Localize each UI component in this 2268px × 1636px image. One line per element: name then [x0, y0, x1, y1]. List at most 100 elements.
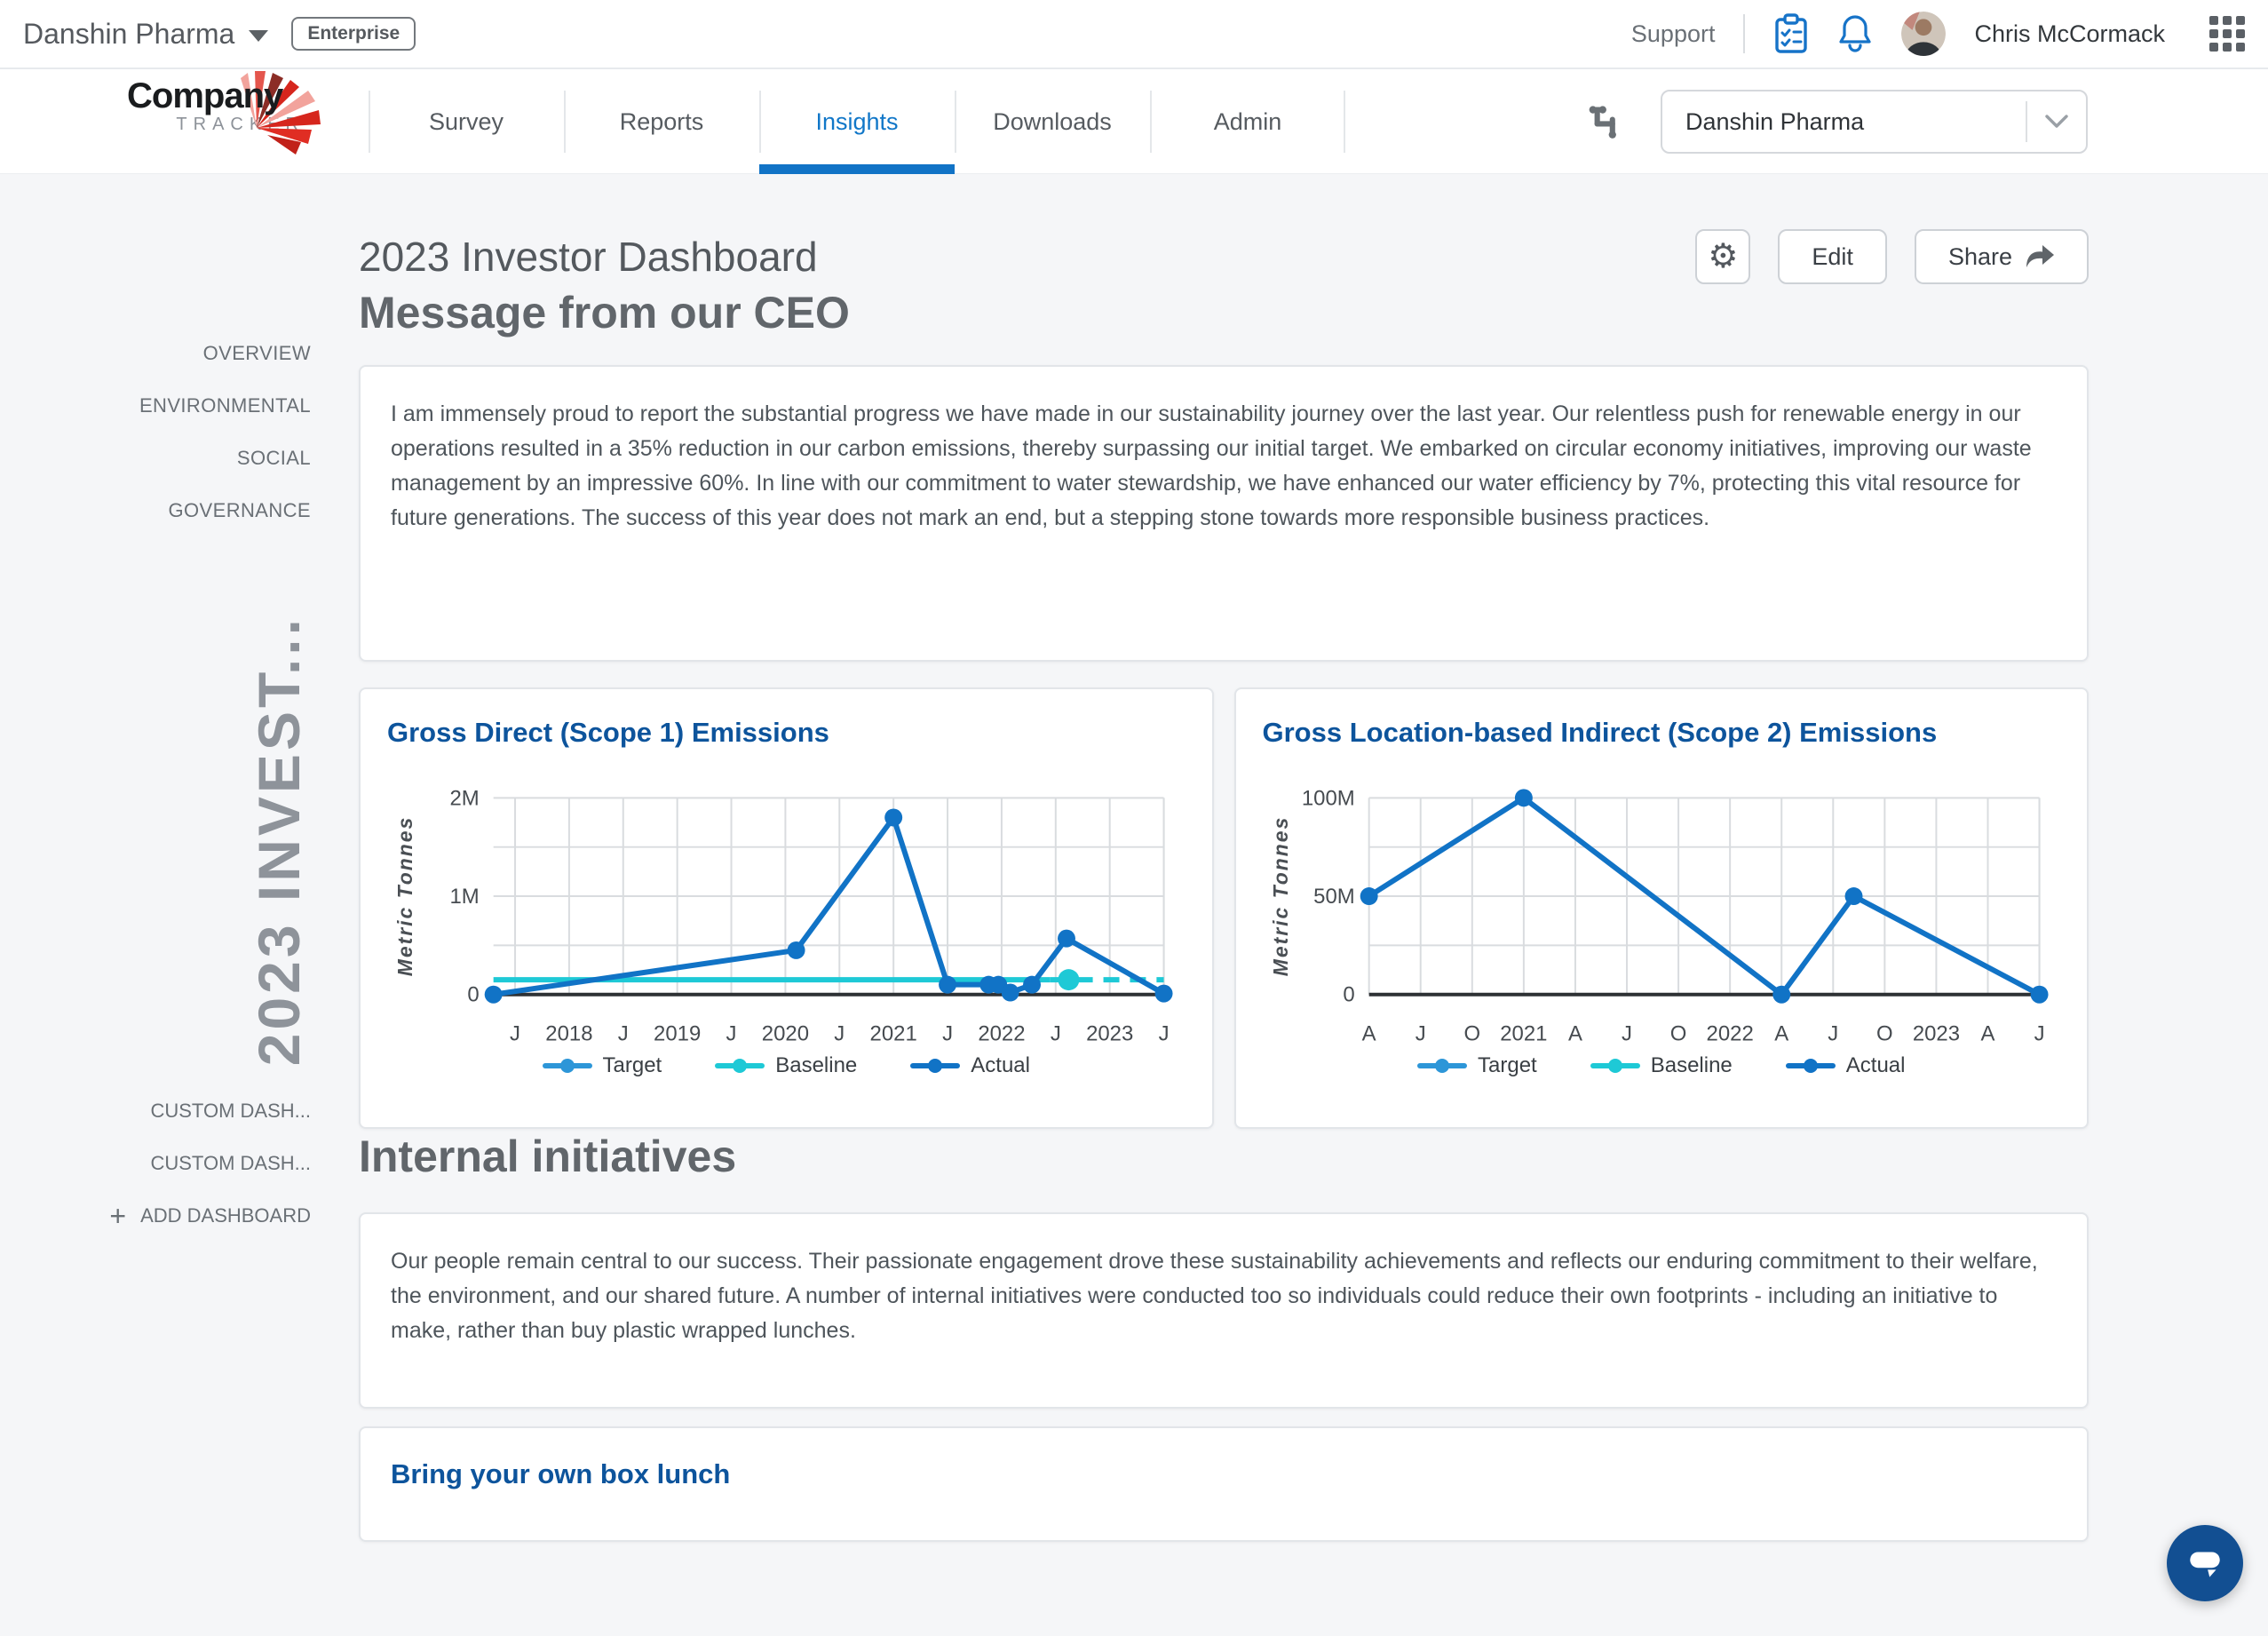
page-title: 2023 Investor Dashboard: [359, 234, 818, 280]
svg-text:2023: 2023: [1912, 1022, 1959, 1046]
initiatives-section-heading: Internal initiatives: [359, 1132, 737, 1181]
svg-text:O: O: [1876, 1022, 1893, 1046]
legend-item-target[interactable]: Target: [542, 1053, 662, 1078]
scope1-chart-card: Gross Direct (Scope 1) Emissions 0 1M 2M J 2…: [359, 687, 1214, 1129]
avatar-photo: [1901, 12, 1947, 56]
svg-text:J: J: [1828, 1022, 1838, 1046]
tab-insights-label: Insights: [815, 107, 899, 135]
legend-label-target: Target: [602, 1053, 662, 1077]
company-switcher-label: Danshin Pharma: [23, 17, 235, 50]
svg-text:A: A: [1567, 1022, 1582, 1046]
box-lunch-title: Bring your own box lunch: [391, 1458, 731, 1489]
svg-text:2018: 2018: [545, 1022, 592, 1046]
svg-text:J: J: [834, 1022, 845, 1046]
svg-text:2020: 2020: [762, 1022, 809, 1046]
svg-text:J: J: [726, 1022, 737, 1046]
top-bar-left: Danshin Pharma Enterprise: [23, 17, 416, 51]
legend-item-actual[interactable]: Actual: [1785, 1053, 1906, 1078]
tab-admin-label: Admin: [1213, 107, 1282, 135]
svg-text:50M: 50M: [1313, 885, 1355, 909]
ceo-message-card: I am immensely proud to report the subst…: [359, 365, 2089, 662]
svg-text:100M: 100M: [1301, 786, 1354, 810]
add-dashboard-button[interactable]: + ADD DASHBOARD: [0, 1195, 311, 1236]
edit-button[interactable]: Edit: [1778, 229, 1887, 284]
legend-label-target: Target: [1478, 1053, 1537, 1077]
chat-launcher-button[interactable]: [2167, 1525, 2243, 1601]
tasks-clipboard-button[interactable]: [1773, 13, 1809, 54]
scope2-chart-title: Gross Location-based Indirect (Scope 2) …: [1262, 717, 1938, 748]
hierarchy-icon[interactable]: [1584, 102, 1623, 141]
legend-item-baseline[interactable]: Baseline: [1590, 1053, 1733, 1078]
apps-grid-icon: [2209, 16, 2245, 52]
chevron-down-icon: [2027, 115, 2086, 129]
current-dashboard-vertical-label[interactable]: 2023 INVEST...: [245, 533, 320, 1066]
sidebar-item-overview[interactable]: OVERVIEW: [202, 342, 311, 364]
share-button[interactable]: Share: [1914, 229, 2089, 284]
scope1-chart: 0 1M 2M J 2018 J 2019 J 2020 J 2021 J 2022 J 2023 J Metr…: [393, 786, 1173, 1046]
nav-bar: Company TRACKER Survey Reports Insights …: [0, 69, 2268, 174]
add-dashboard-label: ADD DASHBOARD: [140, 1204, 311, 1227]
nav-tabs: Survey Reports Insights Downloads Admin: [369, 69, 1345, 174]
svg-text:J: J: [618, 1022, 629, 1046]
legend-label-actual: Actual: [971, 1053, 1030, 1077]
tab-insights[interactable]: Insights: [759, 69, 955, 174]
svg-text:J: J: [1159, 1022, 1170, 1046]
tab-survey[interactable]: Survey: [369, 69, 564, 174]
legend-item-baseline[interactable]: Baseline: [715, 1053, 857, 1078]
caret-down-icon: [249, 29, 269, 42]
tab-downloads-label: Downloads: [993, 107, 1112, 135]
sidebar-item-custom-dashboard-1[interactable]: CUSTOM DASH...: [150, 1100, 311, 1122]
current-dashboard-text: 2023 INVEST...: [246, 615, 312, 1066]
logo-text-company: Company: [127, 76, 283, 115]
svg-text:J: J: [1415, 1022, 1425, 1046]
scope2-chart-card: Gross Location-based Indirect (Scope 2) …: [1233, 687, 2089, 1129]
svg-text:J: J: [2034, 1022, 2044, 1046]
scope2-chart: 0 50M 100M A J O 2021 A J O 2022 A J O 2023 A J Metric To…: [1268, 786, 2049, 1046]
ceo-section-heading: Message from our CEO: [359, 288, 850, 338]
legend-item-actual[interactable]: Actual: [910, 1053, 1030, 1078]
sidebar-item-environmental[interactable]: ENVIRONMENTAL: [139, 394, 311, 417]
legend-item-target[interactable]: Target: [1417, 1053, 1537, 1078]
tab-reports[interactable]: Reports: [564, 69, 759, 174]
svg-text:2023: 2023: [1086, 1022, 1133, 1046]
share-button-label: Share: [1947, 242, 2012, 270]
tab-survey-label: Survey: [428, 107, 504, 135]
section-nav: OVERVIEW ENVIRONMENTAL SOCIAL GOVERNANCE: [0, 327, 311, 536]
tab-downloads[interactable]: Downloads: [955, 69, 1150, 174]
svg-text:2021: 2021: [870, 1022, 917, 1046]
clipboard-icon: [1775, 13, 1808, 53]
avatar[interactable]: [1901, 12, 1947, 56]
dashboard-actions: ⚙ Edit Share: [1695, 229, 2089, 284]
scope1-legend: Target Baseline Actual: [387, 1053, 1186, 1078]
legend-label-actual: Actual: [1845, 1053, 1906, 1077]
sidebar-item-custom-dashboard-2[interactable]: CUSTOM DASH...: [150, 1152, 311, 1174]
sidebar-item-social[interactable]: SOCIAL: [236, 447, 311, 469]
tab-admin[interactable]: Admin: [1150, 69, 1345, 174]
svg-text:2022: 2022: [978, 1022, 1025, 1046]
main-content: 2023 Investor Dashboard ⚙ Edit Share Mes…: [359, 174, 2089, 1542]
sidebar-item-governance[interactable]: GOVERNANCE: [168, 499, 311, 521]
svg-text:A: A: [1774, 1022, 1788, 1046]
org-select[interactable]: Danshin Pharma: [1661, 90, 2088, 154]
svg-text:1M: 1M: [449, 885, 479, 909]
company-switcher[interactable]: Danshin Pharma: [23, 17, 269, 51]
top-bar-divider: [1743, 14, 1746, 53]
plus-icon: +: [109, 1200, 127, 1232]
bell-icon: [1839, 15, 1872, 52]
org-select-value: Danshin Pharma: [1685, 107, 1865, 135]
svg-text:J: J: [942, 1022, 953, 1046]
apps-grid-button[interactable]: [2209, 16, 2245, 52]
edit-button-label: Edit: [1812, 242, 1853, 270]
svg-text:0: 0: [1343, 983, 1354, 1007]
settings-button[interactable]: ⚙: [1695, 229, 1751, 284]
scope1-chart-title: Gross Direct (Scope 1) Emissions: [387, 717, 829, 748]
legend-label-baseline: Baseline: [775, 1053, 858, 1077]
scope2-legend: Target Baseline Actual: [1263, 1053, 2061, 1078]
svg-text:O: O: [1669, 1022, 1686, 1046]
svg-text:2021: 2021: [1500, 1022, 1547, 1046]
dashboard-sidebar: OVERVIEW ENVIRONMENTAL SOCIAL GOVERNANCE…: [0, 174, 320, 1636]
support-link[interactable]: Support: [1630, 20, 1716, 47]
notifications-button[interactable]: [1837, 13, 1873, 54]
org-select-divider: [2026, 101, 2027, 142]
legend-label-baseline: Baseline: [1650, 1053, 1733, 1077]
